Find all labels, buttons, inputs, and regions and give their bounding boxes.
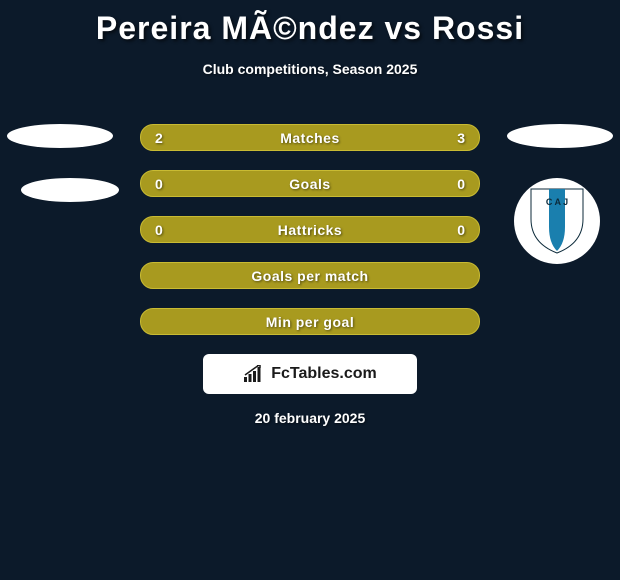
stat-left-value: 2 xyxy=(155,130,163,146)
stat-label: Goals per match xyxy=(251,268,368,284)
stat-bar-min-per-goal: Min per goal xyxy=(140,308,480,335)
stat-bar-goals-per-match: Goals per match xyxy=(140,262,480,289)
subtitle: Club competitions, Season 2025 xyxy=(0,61,620,77)
stat-bar-hattricks: 0 Hattricks 0 xyxy=(140,216,480,243)
stat-label: Goals xyxy=(289,176,330,192)
stat-left-value: 0 xyxy=(155,176,163,192)
stat-bar-goals: 0 Goals 0 xyxy=(140,170,480,197)
stat-label: Hattricks xyxy=(278,222,342,238)
stat-left-value: 0 xyxy=(155,222,163,238)
stat-label: Matches xyxy=(280,130,340,146)
stat-bar-matches: 2 Matches 3 xyxy=(140,124,480,151)
stat-right-value: 3 xyxy=(457,130,465,146)
player-left-avatar-2 xyxy=(21,178,119,202)
stat-label: Min per goal xyxy=(266,314,354,330)
player-right-avatar-1 xyxy=(507,124,613,148)
stats-container: 2 Matches 3 0 Goals 0 0 Hattricks 0 Goal… xyxy=(140,124,480,354)
player-left-avatar-1 xyxy=(7,124,113,148)
stat-right-value: 0 xyxy=(457,176,465,192)
bar-chart-icon xyxy=(243,365,265,383)
club-badge-right: C A J xyxy=(514,178,600,264)
shield-icon: C A J xyxy=(529,187,585,255)
svg-text:C A J: C A J xyxy=(546,197,568,207)
date-label: 20 february 2025 xyxy=(0,410,620,426)
logo-text: FcTables.com xyxy=(271,365,377,383)
stat-right-value: 0 xyxy=(457,222,465,238)
fctables-logo: FcTables.com xyxy=(203,354,417,394)
page-title: Pereira MÃ©ndez vs Rossi xyxy=(0,0,620,47)
